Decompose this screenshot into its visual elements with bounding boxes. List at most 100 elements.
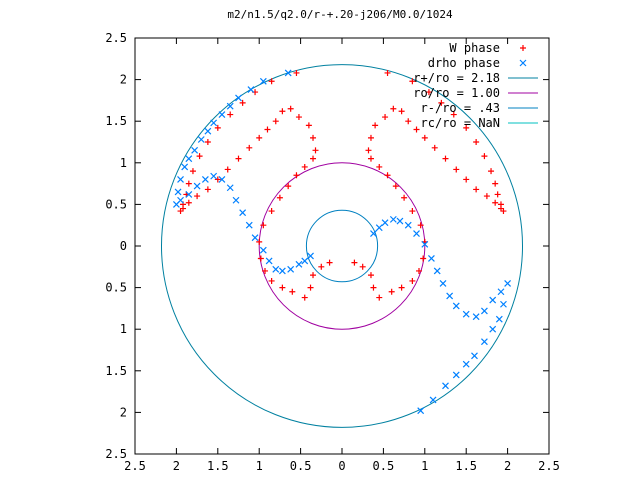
data-point-w-phase (390, 105, 397, 112)
data-point-w-phase (384, 172, 391, 179)
data-point-w-phase (257, 255, 264, 262)
data-point-w-phase (310, 272, 317, 279)
data-point-drho-phase (177, 176, 184, 183)
data-point-w-phase (473, 139, 480, 145)
data-point-w-phase (405, 118, 412, 125)
data-point-drho-phase (381, 219, 389, 227)
data-point-drho-phase (259, 246, 267, 254)
data-point-drho-phase (462, 310, 470, 318)
data-point-w-phase (180, 205, 187, 212)
data-point-drho-phase (218, 176, 226, 183)
data-point-drho-phase (446, 292, 454, 300)
data-point-w-phase (268, 208, 275, 215)
data-point-w-phase (483, 193, 490, 200)
data-point-drho-phase (504, 280, 512, 287)
data-point-w-phase (204, 139, 211, 145)
legend-marker (519, 59, 527, 67)
data-point-w-phase (376, 294, 383, 301)
data-point-w-phase (256, 238, 263, 245)
data-point-w-phase (310, 134, 317, 141)
radius-circle (258, 162, 426, 330)
data-point-w-phase (370, 284, 377, 291)
data-point-drho-phase (259, 77, 267, 85)
data-point-drho-phase (193, 182, 201, 190)
data-point-w-phase (194, 193, 201, 200)
data-point-w-phase (287, 105, 294, 112)
plot-area: 2.5 2 1.5 1 0.5 0 0.5 1 1.5 2 2.52.521.510.500.511… (105, 31, 560, 473)
data-point-w-phase (417, 222, 424, 229)
data-point-drho-phase (452, 371, 460, 379)
data-point-w-phase (235, 155, 242, 162)
data-point-w-phase (392, 183, 399, 190)
data-point-drho-phase (404, 221, 412, 229)
data-point-w-phase (224, 166, 231, 173)
x-tick-label: 1 (256, 459, 263, 473)
data-point-drho-phase (284, 69, 292, 77)
data-point-drho-phase (204, 127, 212, 135)
data-point-w-phase (384, 69, 391, 76)
data-point-w-phase (401, 194, 408, 201)
data-point-drho-phase (301, 257, 309, 265)
data-point-w-phase (382, 114, 389, 121)
y-tick-label: 2 (120, 405, 127, 419)
x-tick-label: 0.5 (290, 459, 312, 473)
data-point-w-phase (367, 134, 374, 141)
data-point-w-phase (488, 168, 495, 175)
data-point-drho-phase (427, 255, 435, 262)
data-point-w-phase (421, 134, 428, 141)
data-point-drho-phase (185, 155, 193, 163)
data-point-drho-phase (489, 325, 497, 333)
data-point-w-phase (268, 277, 275, 284)
data-point-w-phase (260, 222, 267, 229)
x-tick-label: 2 (173, 459, 180, 473)
data-point-w-phase (372, 122, 379, 129)
data-point-w-phase (326, 259, 333, 266)
data-point-drho-phase (421, 240, 429, 248)
data-point-w-phase (398, 108, 405, 115)
x-tick-label: 0 (338, 459, 345, 473)
y-tick-label: 1.5 (105, 364, 127, 378)
data-point-w-phase (481, 153, 488, 160)
data-point-drho-phase (480, 307, 488, 315)
data-point-w-phase (196, 153, 203, 160)
data-point-w-phase (293, 172, 300, 179)
data-point-drho-phase (201, 176, 209, 183)
data-point-w-phase (413, 126, 420, 133)
data-point-w-phase (398, 284, 405, 291)
data-point-w-phase (409, 277, 416, 284)
data-point-drho-phase (452, 302, 460, 310)
legend-label: rc/ro = NaN (421, 116, 500, 130)
data-point-drho-phase (251, 234, 259, 242)
data-point-w-phase (246, 144, 253, 151)
data-point-drho-phase (370, 230, 377, 237)
data-point-w-phase (189, 168, 196, 175)
data-point-w-phase (227, 111, 234, 118)
data-point-w-phase (301, 163, 308, 170)
data-point-drho-phase (218, 111, 226, 118)
data-point-drho-phase (307, 252, 314, 260)
data-point-drho-phase (177, 196, 184, 204)
y-tick-label: 2.5 (105, 447, 127, 461)
data-point-w-phase (268, 78, 275, 85)
data-point-w-phase (494, 191, 501, 198)
data-point-drho-phase (413, 230, 420, 237)
y-tick-label: 2 (120, 73, 127, 87)
data-point-w-phase (307, 284, 314, 291)
data-point-w-phase (473, 186, 480, 193)
data-point-drho-phase (287, 265, 295, 273)
data-point-drho-phase (226, 102, 234, 110)
data-point-w-phase (312, 147, 319, 154)
data-point-w-phase (463, 124, 470, 131)
data-point-drho-phase (396, 217, 404, 225)
legend-marker (520, 45, 526, 51)
data-point-drho-phase (429, 396, 437, 404)
data-point-drho-phase (210, 119, 218, 127)
x-tick-label: 1.5 (207, 459, 229, 473)
data-point-w-phase (256, 134, 263, 141)
data-point-drho-phase (265, 257, 273, 265)
data-point-w-phase (497, 205, 504, 212)
data-point-drho-phase (489, 296, 497, 304)
x-tick-label: 2.5 (538, 459, 560, 473)
data-point-w-phase (301, 294, 308, 301)
data-point-drho-phase (495, 315, 503, 323)
